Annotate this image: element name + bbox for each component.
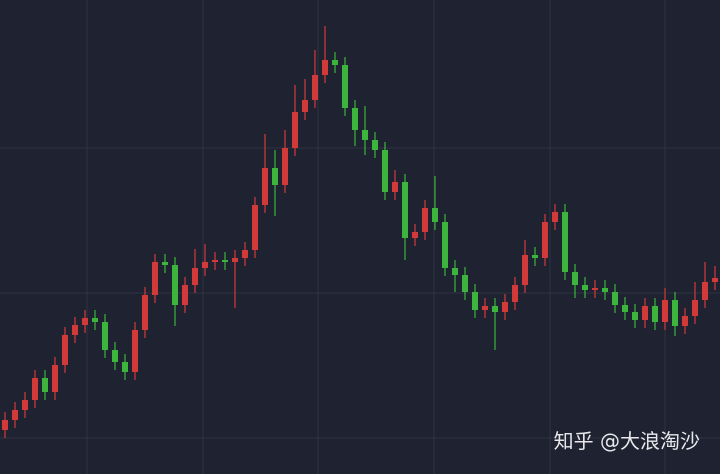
candle-body [562, 212, 568, 272]
candle-body [452, 268, 458, 275]
candle-body [342, 65, 348, 108]
candle-body [652, 306, 658, 322]
candle-body [432, 208, 438, 222]
watermark: 知乎 @大浪淘沙 [554, 429, 700, 453]
candle-body [712, 278, 718, 282]
candle-body [112, 350, 118, 362]
candle-body [302, 100, 308, 112]
candle-body [622, 305, 628, 312]
candle-body [372, 140, 378, 150]
candle-body [422, 208, 428, 232]
candle-body [612, 292, 618, 305]
candle-body [412, 232, 418, 238]
candle-body [102, 322, 108, 350]
candle-body [272, 168, 278, 185]
candle-body [402, 182, 408, 238]
candle-body [42, 378, 48, 392]
candle-body [482, 306, 488, 310]
candle-body [492, 306, 498, 312]
candle-body [512, 285, 518, 302]
candle-body [602, 288, 608, 292]
candle-body [232, 258, 238, 262]
candle-body [382, 150, 388, 192]
candle-body [212, 260, 218, 262]
candle-body [442, 222, 448, 268]
candle-body [552, 212, 558, 222]
candle-body [682, 316, 688, 326]
candle-body [92, 318, 98, 322]
candle-body [392, 182, 398, 192]
candle-body [662, 300, 668, 322]
candle-body [472, 292, 478, 310]
candle-body [262, 168, 268, 205]
candles [0, 26, 720, 439]
candle-body [332, 60, 338, 65]
candle-body [82, 318, 88, 325]
candle-body [222, 260, 228, 262]
candle-body [22, 400, 28, 410]
candle-body [142, 295, 148, 330]
candle-body [532, 255, 538, 258]
candle-body [242, 250, 248, 258]
candle-body [362, 130, 368, 140]
candle-body [352, 108, 358, 130]
candle-body [702, 282, 708, 300]
candle-body [202, 262, 208, 268]
candle-body [172, 265, 178, 305]
candle-body [642, 306, 648, 320]
candle-body [692, 300, 698, 316]
candle-body [542, 222, 548, 258]
candle-body [122, 362, 128, 372]
candle-body [152, 262, 158, 295]
candle-body [292, 112, 298, 148]
candle-body [592, 288, 598, 290]
candle-body [62, 335, 68, 365]
candle-body [312, 75, 318, 100]
candle-body [322, 60, 328, 75]
candle-body [502, 302, 508, 312]
candle-body [282, 148, 288, 185]
candle-body [582, 285, 588, 290]
candle-body [572, 272, 578, 285]
candle-body [132, 330, 138, 372]
candle-body [162, 262, 168, 265]
candle-body [2, 420, 8, 430]
candle-body [182, 285, 188, 305]
candle-body [252, 205, 258, 250]
candle-body [192, 268, 198, 285]
candle-body [32, 378, 38, 400]
candle-body [522, 255, 528, 285]
candle-body [462, 275, 468, 292]
candle-body [672, 300, 678, 326]
candle-body [12, 410, 18, 420]
candle-body [52, 365, 58, 392]
candle-body [632, 312, 638, 320]
candle-body [72, 325, 78, 335]
